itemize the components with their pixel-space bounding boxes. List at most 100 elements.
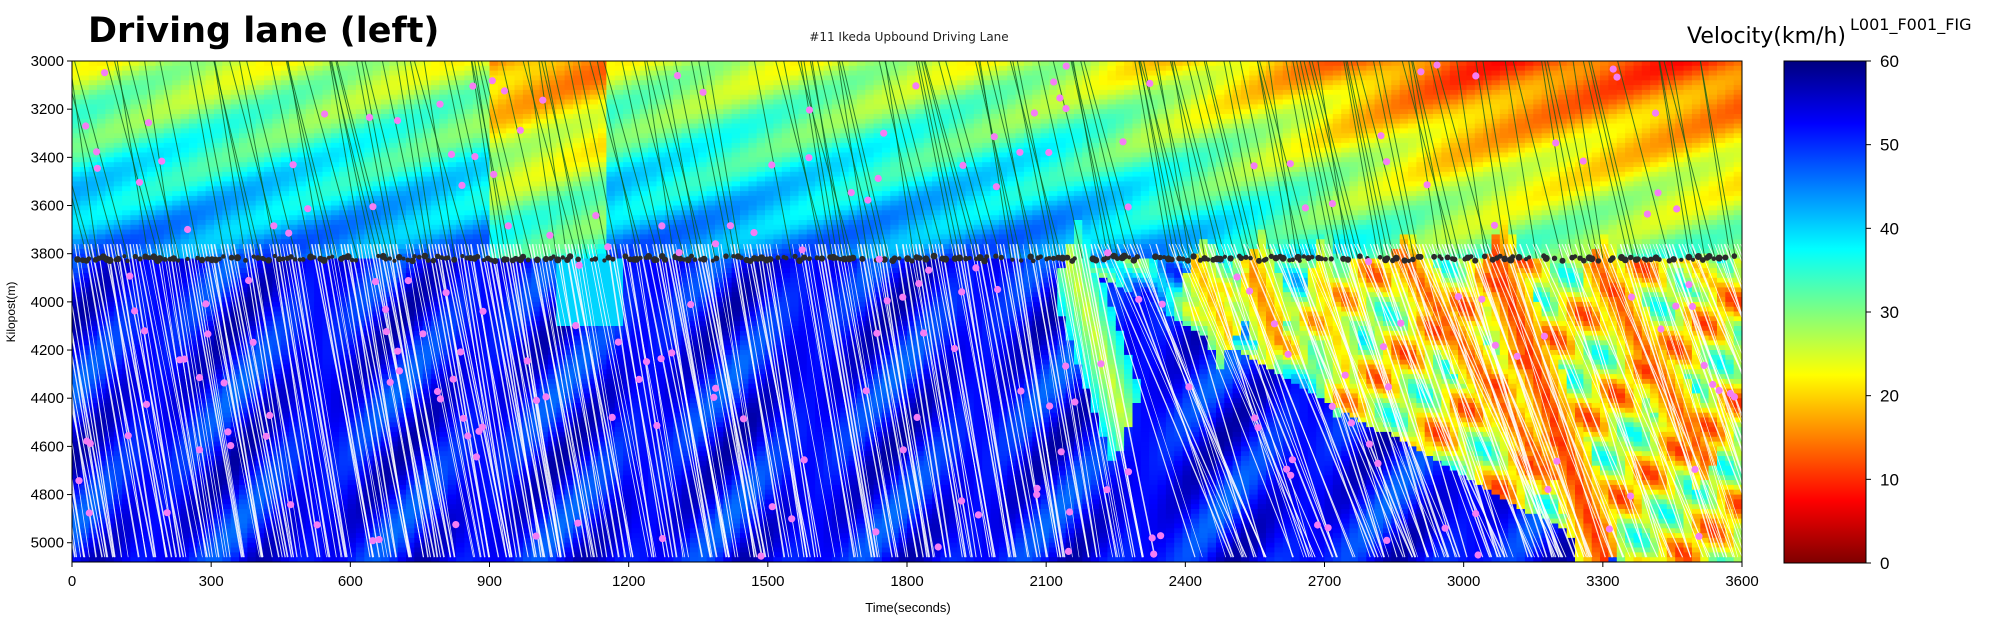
heat-cell [272, 552, 281, 557]
heat-cell [114, 109, 123, 114]
heat-cell [339, 234, 348, 239]
heat-cell [206, 418, 215, 423]
heat-cell [289, 418, 298, 423]
heat-cell [97, 225, 106, 230]
heat-cell [456, 548, 465, 553]
heat-cell [464, 104, 473, 109]
heat-cell [247, 177, 256, 182]
heat-cell [122, 66, 131, 71]
heat-cell [189, 186, 198, 191]
heat-cell [298, 85, 307, 90]
heat-cell [122, 76, 131, 81]
heat-cell [105, 138, 114, 143]
heat-cell [389, 133, 398, 138]
heat-cell [156, 210, 165, 215]
heat-cell [80, 61, 89, 66]
heat-cell [348, 80, 357, 85]
heat-cell [381, 133, 390, 138]
heat-cell [272, 109, 281, 114]
heat-cell [356, 109, 365, 114]
heat-cell [147, 278, 156, 283]
heat-cell [364, 408, 373, 413]
heat-cell [381, 162, 390, 167]
heat-cell [298, 162, 307, 167]
heat-cell [448, 485, 457, 490]
heat-cell [456, 71, 465, 76]
heat-cell [105, 210, 114, 215]
heat-cell [256, 80, 265, 85]
heat-cell [89, 71, 98, 76]
heat-cell [172, 422, 181, 427]
heat-cell [423, 85, 432, 90]
heat-cell [197, 162, 206, 167]
heat-cell [156, 393, 165, 398]
heat-cell [456, 157, 465, 162]
heat-cell [89, 215, 98, 220]
heat-cell [206, 100, 215, 105]
heat-cell [414, 186, 423, 191]
heat-cell [448, 124, 457, 129]
heat-cell [89, 109, 98, 114]
heat-cell [239, 466, 248, 471]
heat-cell [172, 210, 181, 215]
heat-cell [356, 100, 365, 105]
heat-cell [281, 206, 290, 211]
heat-cell [323, 191, 332, 196]
heat-cell [264, 167, 273, 172]
heat-cell [114, 427, 123, 432]
heat-cell [139, 138, 148, 143]
heat-cell [289, 124, 298, 129]
heat-cell [197, 230, 206, 235]
heat-cell [398, 124, 407, 129]
heat-cell [272, 379, 281, 384]
heat-cell [172, 76, 181, 81]
heat-cell [356, 201, 365, 206]
heat-cell [264, 263, 273, 268]
heat-cell [439, 201, 448, 206]
heat-cell [306, 66, 315, 71]
heat-cell [114, 466, 123, 471]
heat-cell [298, 172, 307, 177]
heat-cell [339, 499, 348, 504]
heat-cell [331, 451, 340, 456]
heat-cell [239, 480, 248, 485]
heat-cell [448, 177, 457, 182]
heat-cell [339, 471, 348, 476]
heat-cell [439, 148, 448, 153]
heat-cell [414, 283, 423, 288]
heat-cell [264, 85, 273, 90]
heat-cell [89, 66, 98, 71]
heat-cell [306, 128, 315, 133]
heat-cell [164, 249, 173, 254]
heat-cell [281, 191, 290, 196]
heat-cell [156, 220, 165, 225]
heat-cell [172, 177, 181, 182]
heat-cell [306, 543, 315, 548]
heat-cell [197, 475, 206, 480]
heat-cell [189, 432, 198, 437]
heat-cell [314, 143, 323, 148]
heat-cell [448, 509, 457, 514]
heat-cell [181, 273, 190, 278]
heat-cell [122, 552, 131, 557]
heat-cell [114, 321, 123, 326]
heat-cell [156, 124, 165, 129]
heat-cell [156, 336, 165, 341]
heat-cell [339, 230, 348, 235]
heat-cell [231, 100, 240, 105]
heat-cell [222, 239, 231, 244]
heat-cell [373, 90, 382, 95]
heat-cell [156, 109, 165, 114]
heat-cell [114, 162, 123, 167]
heat-cell [356, 124, 365, 129]
heat-cell [72, 61, 81, 66]
heat-cell [348, 514, 357, 519]
heat-cell [172, 172, 181, 177]
heat-cell [348, 206, 357, 211]
heat-cell [80, 177, 89, 182]
heat-cell [256, 61, 265, 66]
heat-cell [147, 389, 156, 394]
heat-cell [323, 495, 332, 500]
heat-cell [289, 177, 298, 182]
